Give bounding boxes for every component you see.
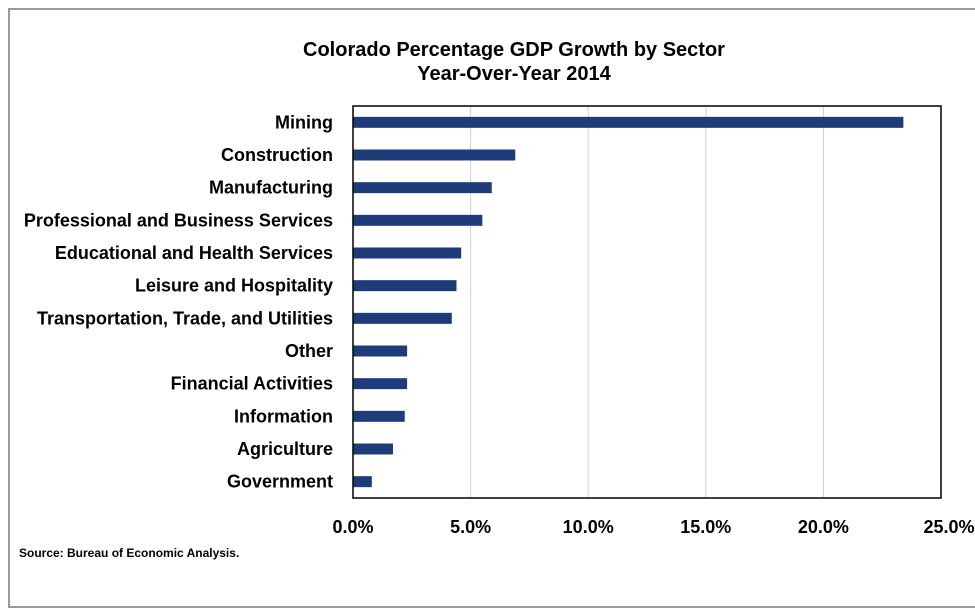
bar (353, 476, 372, 488)
chart-title: Colorado Percentage GDP Growth by Sector (303, 39, 725, 61)
bar (353, 312, 452, 324)
category-label: Other (285, 341, 333, 361)
category-label: Agriculture (237, 439, 333, 459)
bar (353, 378, 408, 390)
bar (353, 443, 393, 455)
category-label: Financial Activities (171, 374, 333, 394)
bar-chart: Colorado Percentage GDP Growth by Sector… (19, 39, 975, 560)
category-label: Information (234, 406, 333, 426)
x-axis-tick-labels: 0.0% 5.0% 10.0% 15.0% 20.0% 25.0% (332, 517, 974, 537)
bar (353, 149, 516, 161)
category-label: Transportation, Trade, and Utilities (37, 308, 333, 328)
category-label: Mining (275, 112, 333, 132)
x-tick-label: 5.0% (450, 517, 491, 537)
bars (353, 116, 904, 488)
bar (353, 214, 483, 226)
plot-area-border (352, 105, 942, 499)
bar (353, 345, 408, 357)
category-label: Leisure and Hospitality (135, 276, 333, 296)
bar (353, 182, 492, 194)
x-tick-label: 0.0% (332, 517, 373, 537)
category-label: Manufacturing (209, 178, 333, 198)
category-label: Educational and Health Services (55, 243, 333, 263)
x-tick-label: 25.0% (923, 517, 974, 537)
bar (353, 116, 904, 128)
category-label: Government (227, 472, 333, 492)
x-tick-label: 10.0% (563, 517, 614, 537)
bar (353, 280, 457, 292)
source-note: Source: Bureau of Economic Analysis. (19, 546, 239, 560)
category-labels: Mining Construction Manufacturing Professio… (24, 112, 333, 491)
x-tick-label: 20.0% (798, 517, 849, 537)
x-tick-label: 15.0% (680, 517, 731, 537)
category-label: Construction (221, 145, 333, 165)
category-label: Professional and Business Services (24, 210, 333, 230)
chart-frame (8, 8, 975, 608)
bar (353, 410, 405, 422)
chart-subtitle: Year-Over-Year 2014 (417, 63, 611, 85)
gridlines (470, 106, 824, 498)
bar (353, 247, 462, 259)
